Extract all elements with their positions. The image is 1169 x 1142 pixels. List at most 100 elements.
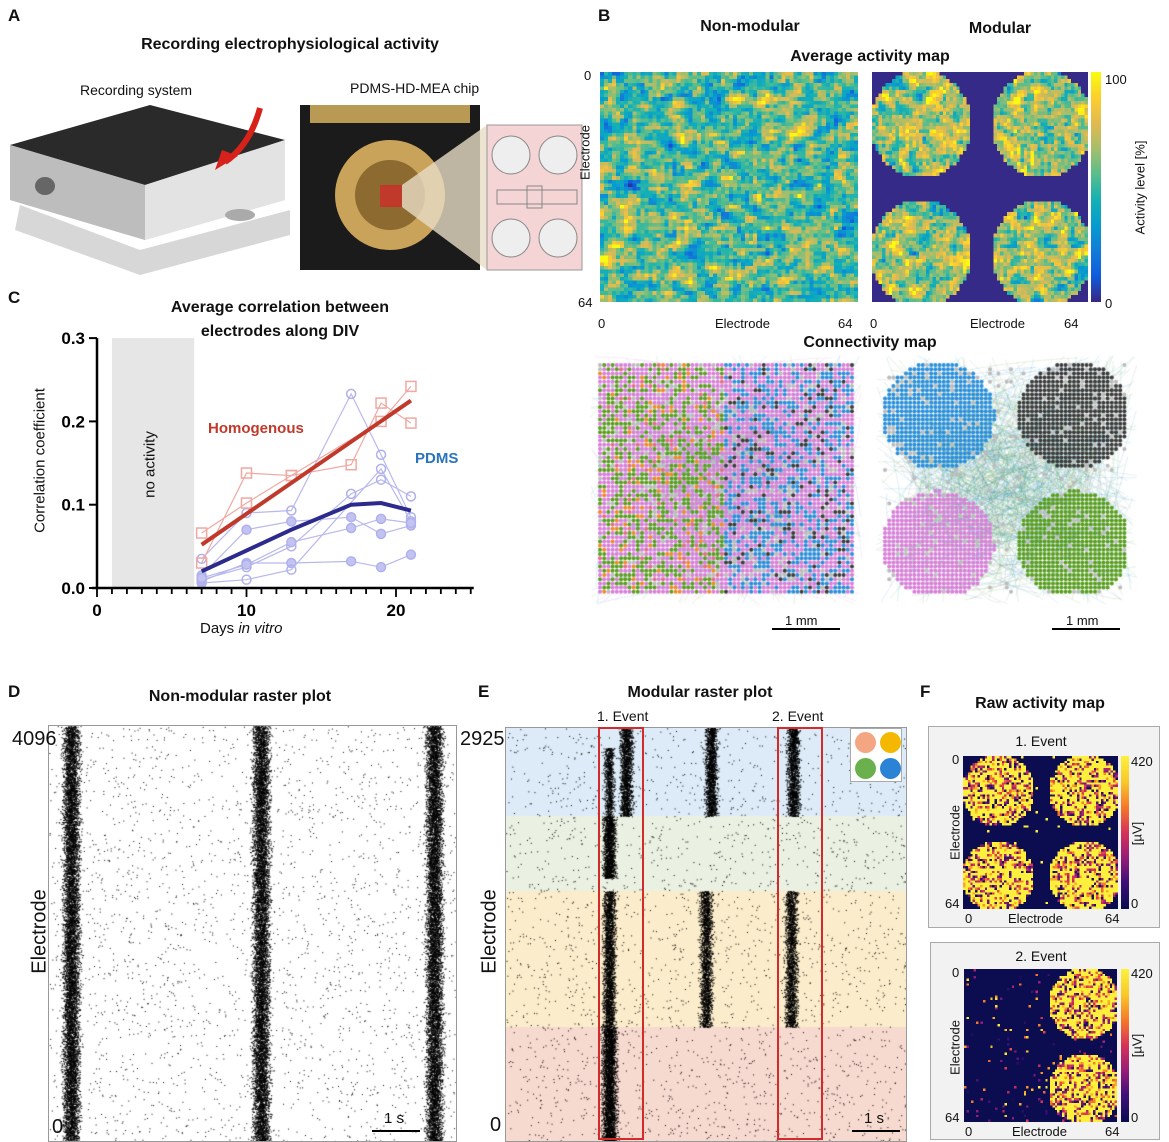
event-1-y-tick-0: 0	[952, 752, 960, 767]
module-legend	[850, 728, 902, 782]
event-1-highlight	[598, 727, 644, 1140]
series-line-pdms	[200, 501, 412, 574]
pdms-data-point	[405, 549, 417, 560]
y-axis-label: Electrode	[577, 125, 593, 180]
panel-d-title: Non-modular raster plot	[148, 688, 332, 705]
event-1-y-tick-64: 64	[945, 896, 960, 911]
connectivity-map-title: Connectivity map	[803, 334, 937, 351]
scale-bar	[772, 628, 840, 630]
module-color-swatch	[855, 758, 876, 779]
x-tick-0-right: 0	[870, 316, 878, 331]
pdms-data-point	[241, 524, 252, 535]
event-2-x-tick-0: 0	[965, 1124, 973, 1139]
event-2-title: 2. Event	[1015, 948, 1067, 964]
homogenous-data-point	[240, 497, 253, 509]
modular-connectivity-map	[875, 355, 1137, 605]
recording-system-label: Recording system	[80, 82, 193, 98]
pdms-data-point	[286, 505, 297, 516]
non-modular-activity-heatmap	[600, 72, 858, 302]
pdms-data-point	[375, 528, 387, 540]
homogenous-legend: Homogenous	[208, 420, 304, 437]
event-2-y-axis-label: Electrode	[947, 1020, 963, 1075]
x-tick-0: 0	[598, 316, 606, 331]
non-modular-raster-plot	[48, 725, 457, 1142]
pdms-replicate-line	[201, 467, 412, 584]
scale-bar-right	[1052, 628, 1120, 630]
scale-bar	[852, 1130, 900, 1132]
x-axis-label: Electrode	[715, 316, 770, 331]
no-activity-region	[111, 338, 195, 588]
module-color-swatch	[855, 732, 876, 753]
correlation-chart: 0.0 0.1 0.2 0.3 0 10 20	[61, 330, 474, 620]
module-color-swatch	[880, 758, 901, 779]
pdms-data-point	[345, 388, 357, 400]
hd-mea-chip-image	[300, 105, 487, 270]
event-2-x-axis-label: Electrode	[1012, 1124, 1067, 1139]
event-1-y-axis-label: Electrode	[947, 805, 963, 860]
homogenous-data-point	[405, 417, 417, 429]
event-2-y-tick-0: 0	[952, 965, 960, 980]
event-1-colorbar-max: 420	[1131, 754, 1153, 769]
pdms-legend: PDMS	[415, 450, 459, 467]
pdms-data-point	[375, 463, 387, 475]
pdms-data-point	[375, 449, 387, 460]
x-axis-label-italic: in vitro	[238, 620, 283, 637]
colorbar-label: Activity level [%]	[1132, 140, 1148, 235]
pdms-data-point	[196, 572, 207, 584]
pdms-data-point	[345, 488, 357, 500]
event-1-raw-activity-heatmap	[963, 756, 1118, 909]
no-activity-label: no activity	[141, 431, 159, 498]
panel-label-e: E	[478, 682, 490, 701]
pdms-data-point	[286, 536, 297, 548]
event-1-x-tick-64: 64	[1105, 911, 1120, 926]
recording-system-device	[10, 105, 290, 275]
y-axis-label: Correlation coefficient	[31, 388, 49, 533]
y-tick-64: 64	[578, 295, 593, 310]
y-max-label: 2925	[460, 728, 505, 750]
event-1-title: 1. Event	[1015, 733, 1067, 749]
y-tick-label: 0.3	[61, 330, 85, 348]
panel-a-title: Recording electrophysiological activity	[141, 36, 439, 53]
modular-activity-heatmap	[872, 72, 1088, 302]
y-tick-label: 0.2	[61, 412, 85, 431]
non-modular-heading: Non-modular	[700, 18, 800, 35]
panel-label-a: A	[8, 6, 21, 25]
pdms-data-point	[345, 511, 357, 523]
homogenous-data-point	[345, 458, 357, 471]
x-tick-label: 20	[387, 601, 406, 620]
x-axis-label-plain: Days	[200, 620, 239, 637]
scale-bar	[372, 1130, 420, 1132]
event-1-colorbar-label: [µV]	[1129, 821, 1145, 846]
event-2-colorbar-max: 420	[1131, 966, 1153, 981]
event-2-x-tick-64: 64	[1105, 1124, 1120, 1139]
module-color-swatch	[880, 732, 901, 753]
scale-bar-label: 1 mm	[785, 613, 818, 628]
y-min-label: 0	[52, 1116, 64, 1138]
homogenous-replicate-line	[201, 386, 412, 564]
y-axis-label: Electrode	[478, 889, 501, 974]
x-tick-64-right: 64	[1064, 316, 1079, 331]
scale-bar-label: 1 s	[384, 1110, 405, 1127]
y-min-label: 0	[490, 1114, 502, 1136]
y-tick-label: 0.1	[61, 496, 85, 515]
panel-label-f: F	[920, 682, 931, 701]
homogenous-data-point	[375, 397, 387, 409]
event-1-label: 1. Event	[597, 708, 649, 724]
series-line-homogenous	[200, 398, 413, 547]
event-2-y-tick-64: 64	[945, 1110, 960, 1125]
pdms-replicate-line	[201, 479, 412, 581]
colorbar-min: 0	[1105, 296, 1113, 311]
pdms-data-point	[405, 491, 417, 502]
activity-colorbar	[1091, 72, 1101, 302]
pdms-data-point	[375, 474, 387, 485]
pdms-data-point	[241, 559, 252, 570]
homogenous-data-point	[195, 557, 208, 569]
modular-heading: Modular	[968, 20, 1032, 37]
event-1-colorbar	[1121, 756, 1129, 909]
event-2-colorbar	[1121, 969, 1129, 1122]
event-1-colorbar-min: 0	[1131, 896, 1139, 911]
scale-bar-label: 1 s	[864, 1110, 885, 1127]
y-tick-label: 0.0	[61, 579, 85, 598]
chip-label: PDMS-HD-MEA chip	[350, 80, 480, 96]
homogenous-data-point	[240, 467, 253, 479]
